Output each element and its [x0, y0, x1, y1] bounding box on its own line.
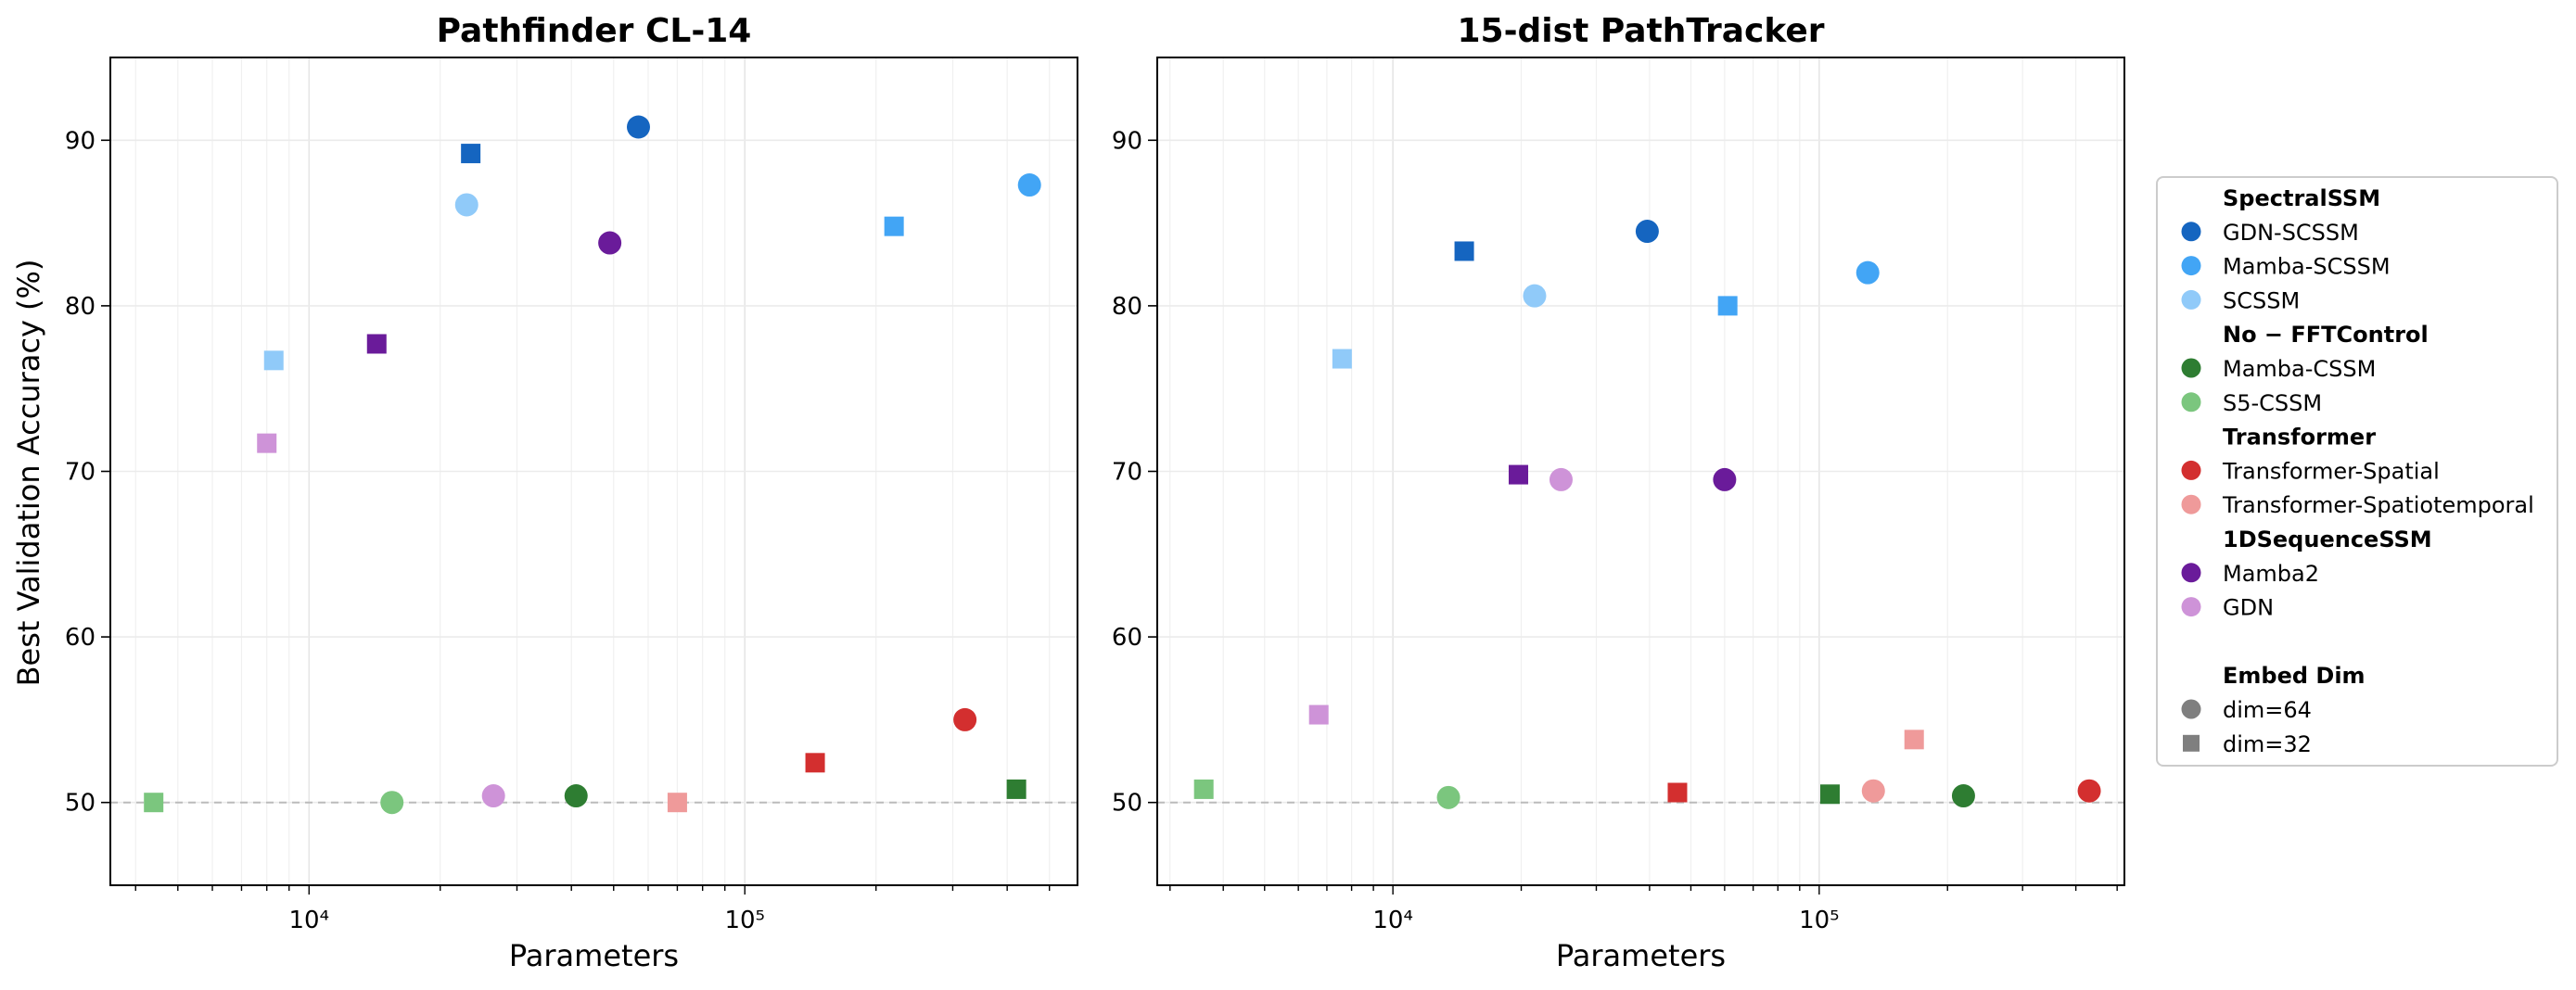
- legend-marker-dim-64: [2181, 699, 2201, 719]
- y-tick-label: 50: [1112, 790, 1142, 818]
- legend-header-transformer: Transformer: [2223, 425, 2376, 451]
- legend-label-mamba2: Mamba2: [2223, 561, 2319, 587]
- point-mamba-scssm-dim64: [1855, 260, 1880, 285]
- x-tick-label: 10⁵: [1799, 907, 1840, 934]
- x-axis-label: Parameters: [1556, 938, 1726, 973]
- y-tick-label: 80: [65, 293, 96, 321]
- data-points: [144, 115, 1041, 815]
- legend-marker-s5-cssm: [2181, 392, 2201, 412]
- point-gdn-scssm-dim32: [461, 144, 481, 164]
- point-gdn-dim32: [257, 433, 277, 453]
- y-tick-label: 60: [65, 624, 96, 652]
- y-tick-label: 80: [1112, 293, 1142, 321]
- point-mamba-cssm-dim32: [1006, 779, 1027, 799]
- point-s5-cssm-dim64: [380, 791, 404, 815]
- legend-marker-dim-32: [2183, 734, 2200, 752]
- legend-frame: [2156, 176, 2558, 767]
- legend-header-embed-dim: Embed Dim: [2223, 663, 2366, 689]
- legend-marker-transformer-spatiotemporal: [2181, 494, 2201, 514]
- point-mamba-scssm-dim32: [884, 216, 904, 236]
- chart-title: 15-dist PathTracker: [1458, 12, 1825, 50]
- point-gdn-dim32: [1308, 704, 1329, 725]
- y-tick-label: 90: [65, 127, 96, 155]
- point-mamba-cssm-dim32: [1819, 784, 1840, 805]
- legend-header-spectralssm: SpectralSSM: [2223, 185, 2380, 211]
- point-scssm-dim32: [1332, 349, 1352, 369]
- legend-label-dim-64: dim=64: [2223, 697, 2312, 723]
- legend-marker-gdn-scssm: [2181, 222, 2201, 242]
- legend-marker-mamba-scssm: [2181, 256, 2201, 276]
- grid: [110, 57, 1078, 885]
- legend-label-transformer-spatiotemporal: Transformer-Spatiotemporal: [2222, 492, 2534, 518]
- point-mamba-scssm-dim32: [1717, 296, 1738, 316]
- legend-label-dim-32: dim=32: [2223, 731, 2312, 757]
- point-s5-cssm-dim64: [1436, 785, 1460, 809]
- point-transformer-spatial-dim32: [805, 753, 825, 773]
- legend-marker-mamba-cssm: [2181, 358, 2201, 378]
- x-tick-label: 10⁴: [289, 907, 330, 934]
- legend-label-s5-cssm: S5-CSSM: [2223, 390, 2322, 416]
- point-scssm-dim64: [1523, 284, 1547, 308]
- legend-label-transformer-spatial: Transformer-Spatial: [2222, 458, 2440, 484]
- legend-label-scssm: SCSSM: [2223, 287, 2300, 313]
- grid: [1157, 57, 2124, 885]
- point-gdn-dim64: [1549, 467, 1573, 491]
- legend-header-1dsequencessm: 1DSequenceSSM: [2223, 527, 2432, 552]
- point-transformer-spatial-dim64: [953, 707, 977, 731]
- point-gdn-scssm-dim32: [1454, 241, 1474, 261]
- point-mamba2-dim64: [598, 231, 622, 255]
- y-tick-label: 50: [65, 790, 96, 818]
- legend-label-mamba-cssm: Mamba-CSSM: [2223, 356, 2376, 382]
- point-mamba2-dim32: [366, 334, 387, 354]
- legend-marker-mamba2: [2181, 563, 2201, 583]
- point-gdn-scssm-dim64: [626, 115, 650, 139]
- legend-label-mamba-scssm: Mamba-SCSSM: [2223, 254, 2391, 280]
- point-s5-cssm-dim32: [144, 793, 164, 813]
- legend-marker-scssm: [2181, 289, 2201, 310]
- chart-title: Pathfinder CL-14: [437, 12, 752, 50]
- point-transformer-spatial-dim64: [2077, 779, 2101, 803]
- x-tick-label: 10⁵: [724, 907, 765, 934]
- point-transformer-spatiotemporal-dim64: [1861, 779, 1885, 803]
- chart-panel-pathtracker: 50 60 70 80 90 10⁴ 10⁵ 15-dist PathTracker Param…: [1112, 12, 2125, 973]
- plot-frame: [109, 57, 1078, 886]
- legend-marker-gdn: [2181, 597, 2201, 617]
- point-mamba2-dim32: [1509, 464, 1529, 485]
- legend-marker-transformer-spatial: [2181, 460, 2201, 480]
- point-mamba-cssm-dim64: [1951, 784, 1975, 808]
- legend: SpectralSSM GDN-SCSSM Mamba-SCSSM SCSSM No −…: [2156, 176, 2558, 767]
- point-mamba-scssm-dim64: [1017, 173, 1041, 197]
- y-tick-label: 70: [1112, 459, 1142, 487]
- point-transformer-spatiotemporal-dim32: [1904, 730, 1924, 750]
- data-points: [1193, 220, 2101, 809]
- x-axis-label: Parameters: [509, 938, 679, 973]
- y-axis-label: Best Validation Accuracy (%): [11, 260, 46, 687]
- legend-label-gdn: GDN: [2223, 595, 2274, 621]
- point-mamba-cssm-dim64: [564, 784, 588, 808]
- point-mamba2-dim64: [1713, 467, 1737, 491]
- chart-panel-pathfinder: 50 60 70 80 90 10⁴ 10⁵ Pathfinder CL-14 Paramete…: [65, 12, 1078, 973]
- legend-label-gdn-scssm: GDN-SCSSM: [2223, 220, 2359, 246]
- plot-frame: [1156, 57, 2125, 886]
- y-tick-label: 90: [1112, 127, 1142, 155]
- point-s5-cssm-dim32: [1193, 779, 1214, 799]
- point-scssm-dim32: [263, 350, 284, 371]
- point-transformer-spatial-dim32: [1667, 782, 1688, 803]
- point-gdn-dim64: [481, 784, 505, 808]
- x-tick-label: 10⁴: [1372, 907, 1413, 934]
- point-gdn-scssm-dim64: [1635, 220, 1659, 244]
- point-scssm-dim64: [454, 193, 478, 217]
- point-transformer-spatiotemporal-dim32: [667, 793, 687, 813]
- legend-header-no-fftcontrol: No − FFTControl: [2223, 322, 2429, 348]
- y-tick-label: 70: [65, 459, 96, 487]
- y-tick-label: 60: [1112, 624, 1142, 652]
